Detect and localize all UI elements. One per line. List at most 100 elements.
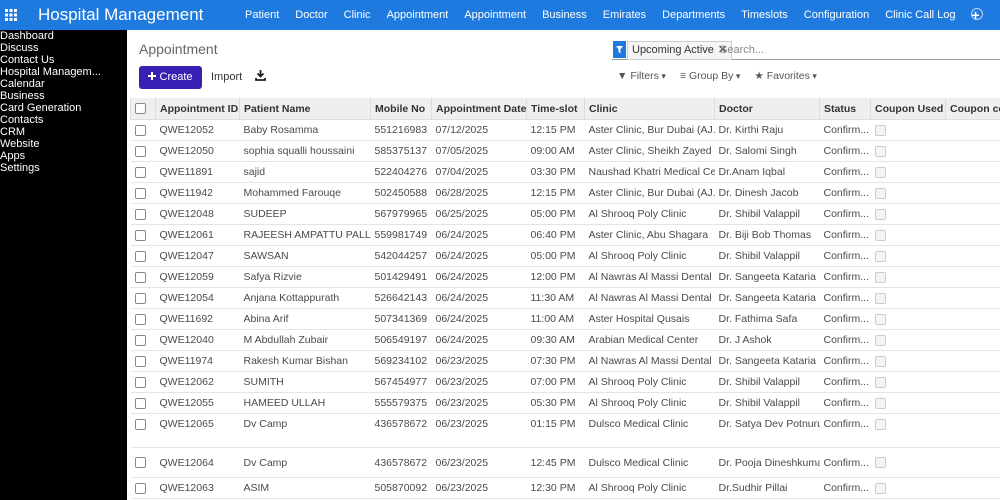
menu-item[interactable]: Clinic [343,9,371,21]
search-facet[interactable]: Upcoming Active ✕ [627,41,733,60]
coupon-checkbox [874,482,886,494]
sidebar-item[interactable]: Dashboard [0,30,127,42]
menu-item[interactable]: Business [542,9,587,21]
checkbox[interactable] [134,334,146,346]
checkbox[interactable] [134,250,146,262]
sidebar-item[interactable]: Calendar [0,78,127,90]
sidebar-item[interactable]: Settings [0,162,127,174]
menu-item[interactable]: Departments [662,9,726,21]
checkbox[interactable] [134,208,146,220]
sidebar-item[interactable]: Apps [0,150,127,162]
table-cell: 06/24/2025 [431,308,527,330]
checkbox[interactable] [134,376,146,388]
sidebar-item[interactable]: Contact Us [0,54,127,66]
filters-dropdown[interactable]: ▼ Filters [617,70,666,82]
table-row[interactable]: QWE11942 Mohammed Farouqe 502450588 06/28/2… [130,182,1000,204]
table-row[interactable]: QWE12048 SUDEEP 567979965 06/25/2025 05:00 P… [130,203,1000,225]
sidebar-item[interactable]: CRM [0,126,127,138]
menu-item[interactable]: Timeslots [741,9,788,21]
favorites-dropdown[interactable]: ★ Favorites [754,70,817,82]
breadcrumb[interactable]: Appointment [139,41,218,57]
menu-item[interactable]: Appointment [386,9,449,21]
sidebar-item[interactable]: Contacts [0,114,127,126]
group-by-dropdown[interactable]: ≡ Group By [680,70,740,82]
table-row[interactable]: QWE11891 sajid 522404276 07/04/2025 03:30 PM… [130,161,1000,183]
coupon-used-cell [870,308,946,330]
table-row[interactable]: QWE12040 M Abdullah Zubair 506549197 06/24/… [130,329,1000,351]
row-select-cell [130,308,156,330]
table-row[interactable]: QWE12061 RAJEESH AMPATTU PALLI... 55998174… [130,224,1000,246]
table-cell: 551216983 [370,119,432,141]
table-row[interactable]: QWE12052 Baby Rosamma 551216983 07/12/2025 1… [130,119,1000,141]
sidebar-item[interactable]: Card Generation [0,102,127,114]
column-header[interactable]: Clinic [584,98,715,120]
coupon-code-cell [945,161,1000,183]
checkbox[interactable] [134,418,146,430]
table-row[interactable]: QWE12062 SUMITH 567454977 06/23/2025 07:00 P… [130,371,1000,393]
table-row[interactable]: QWE12055 HAMEED ULLAH 555579375 06/23/2025 0… [130,392,1000,414]
checkbox[interactable] [134,166,146,178]
checkbox[interactable] [134,313,146,325]
table-row[interactable]: QWE12054 Anjana Kottappurath 526642143 06/2… [130,287,1000,309]
column-header[interactable]: Coupon cod [945,98,1000,120]
table-row[interactable]: QWE12047 SAWSAN 542044257 06/24/2025 05:00 P… [130,245,1000,267]
sidebar-label: Dashboard [0,30,54,42]
column-header[interactable]: Appointment ID... [155,98,240,120]
table-row[interactable]: QWE12065 Dv Camp 436578672 06/23/2025 01:15 … [130,413,1000,448]
table-row[interactable]: QWE12050 sophia squalli houssaini 58537513… [130,140,1000,162]
coupon-checkbox [874,145,886,157]
apps-menu-icon[interactable] [5,9,17,21]
checkbox[interactable] [135,103,146,115]
column-header[interactable]: Patient Name [239,98,371,120]
sidebar-item[interactable]: Discuss [0,42,127,54]
table-row[interactable]: QWE11974 Rakesh Kumar Bishan 569234102 06/2… [130,350,1000,372]
menu-item[interactable]: Clinic Call Log [885,9,956,21]
menu-item[interactable]: Doctor [295,9,328,21]
table-cell: SAWSAN [239,245,371,267]
column-header[interactable]: Status [819,98,871,120]
checkbox[interactable] [134,187,146,199]
table-row[interactable]: QWE12064 Dv Camp 436578672 06/23/2025 12:45 … [130,447,1000,478]
column-header[interactable]: Time-slot [526,98,585,120]
table-cell: Confirm... [819,350,871,372]
checkbox[interactable] [134,292,146,304]
checkbox[interactable] [134,457,146,469]
table-cell: 505870092 [370,477,432,499]
table-cell: Confirm... [819,287,871,309]
sidebar-item[interactable]: Hospital Managem... [0,66,127,78]
list-view: Appointment ID... Patient Name Mobile No Ap… [130,98,1000,500]
checkbox[interactable] [134,271,146,283]
activity-icon[interactable] [971,8,983,20]
download-icon[interactable] [255,70,266,81]
sidebar-item[interactable]: Business [0,90,127,102]
column-header[interactable]: Mobile No [370,98,432,120]
menu-item[interactable]: Appointment [464,9,527,21]
table-row[interactable]: QWE12059 Safya Rizvie 501429491 06/24/2025 1… [130,266,1000,288]
checkbox[interactable] [134,355,146,367]
table-cell: Aster Clinic, Sheikh Zayed ... [584,140,715,162]
column-header[interactable]: Coupon Used [870,98,946,120]
facet-remove[interactable]: ✕ [717,44,728,56]
checkbox[interactable] [134,145,146,157]
import-button[interactable]: Import [211,71,243,83]
table-row[interactable]: QWE12063 ASIM 505870092 06/23/2025 12:30 PM A… [130,477,1000,499]
table-cell: Dr. Pooja Dineshkumar [714,447,820,478]
menu-item[interactable]: Configuration [803,9,870,21]
create-button[interactable]: Create [139,66,202,89]
search-bar[interactable]: Upcoming Active ✕ Search... [612,40,1000,60]
menu-item[interactable]: Emirates [602,9,647,21]
table-cell: 11:00 AM [526,308,585,330]
sidebar-item[interactable]: Website [0,138,127,150]
checkbox[interactable] [134,397,146,409]
checkbox[interactable] [134,482,146,494]
table-cell: Confirm... [819,447,871,478]
table-row[interactable]: QWE11692 Abina Arif 507341369 06/24/2025 11:… [130,308,1000,330]
table-cell: 07:30 PM [526,350,585,372]
table-cell: Confirm... [819,224,871,246]
checkbox[interactable] [134,229,146,241]
menu-item[interactable]: Patient [245,9,280,21]
checkbox[interactable] [134,124,146,136]
table-cell: 06/24/2025 [431,287,527,309]
column-header[interactable]: Appointment Date... [431,98,527,120]
column-header[interactable]: Doctor [714,98,820,120]
